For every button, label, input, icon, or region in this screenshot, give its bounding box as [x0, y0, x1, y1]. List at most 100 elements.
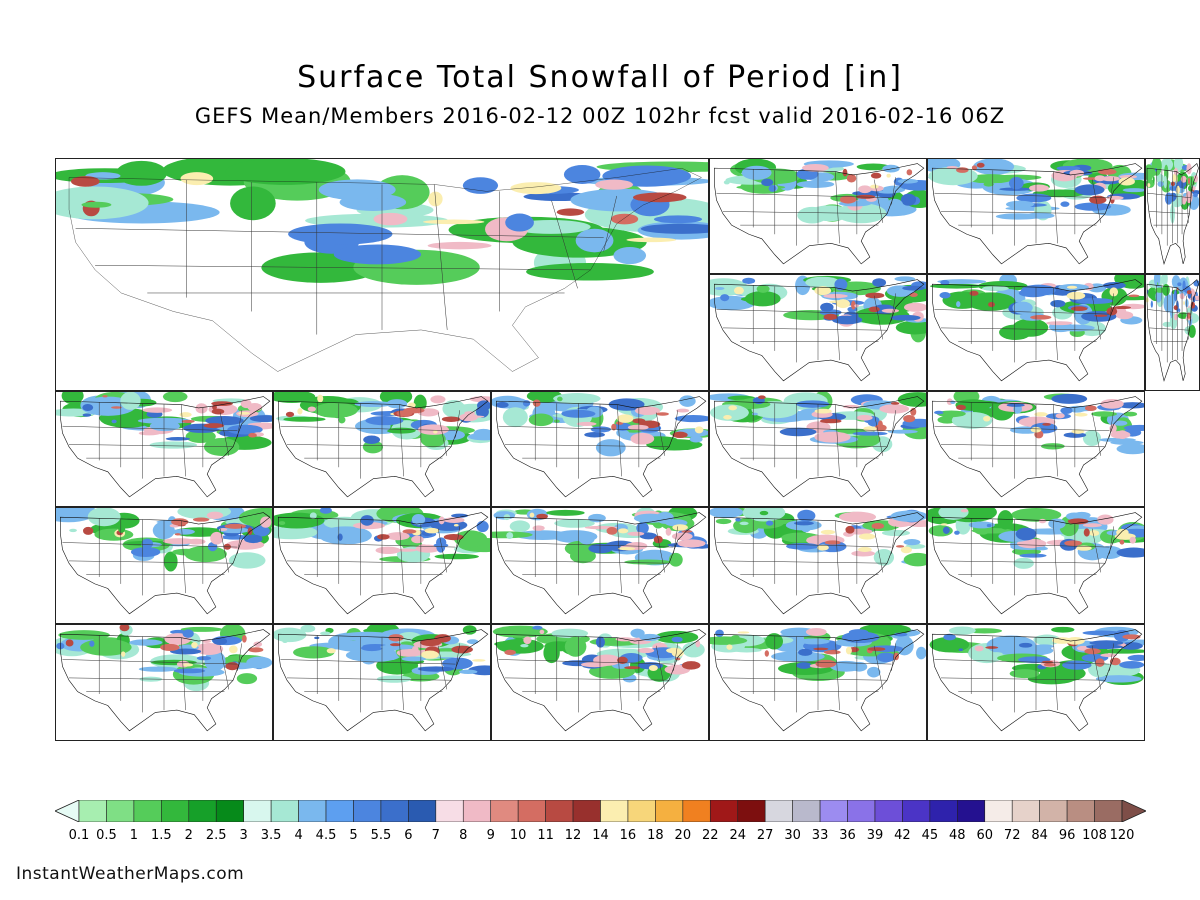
colorbar-tick-label: 14 — [592, 828, 609, 843]
colorbar-segment — [1066, 800, 1095, 822]
colorbar-segment — [627, 800, 656, 822]
colorbar-tick-label: 20 — [674, 828, 692, 843]
colorbar-tick-label: 3 — [239, 828, 248, 843]
colorbar-tick-label: 3.5 — [260, 828, 282, 843]
colorbar-segment — [682, 800, 711, 822]
colorbar-segment — [709, 800, 739, 822]
colorbar-segment — [353, 800, 382, 822]
colorbar-tick-label: 4.5 — [315, 828, 337, 843]
colorbar-tick-label: 36 — [839, 828, 856, 843]
colorbar-segment — [243, 800, 272, 822]
colorbar-tick-label: 48 — [949, 828, 966, 843]
colorbar-tick-label: 7 — [431, 828, 440, 843]
colorbar-tick-label: 60 — [976, 828, 994, 843]
chart-subtitle: GEFS Mean/Members 2016-02-12 00Z 102hr f… — [194, 104, 1006, 128]
colorbar-segment — [764, 800, 793, 822]
ensemble-member-map — [927, 274, 1145, 391]
colorbar-segment — [1011, 800, 1040, 822]
ensemble-mean-map — [55, 158, 709, 391]
colorbar-tick-label: 8 — [459, 828, 468, 843]
colorbar-segment — [325, 800, 354, 822]
colorbar-tick-label: 18 — [647, 828, 664, 843]
colorbar-segment — [188, 800, 217, 822]
ensemble-member-map — [1145, 274, 1200, 391]
colorbar-tick-label: 120 — [1109, 828, 1135, 843]
colorbar-segment — [572, 800, 601, 822]
colorbar-tick-label: 5 — [349, 828, 358, 843]
colorbar-tick-label: 84 — [1031, 828, 1048, 843]
colorbar-tick-label: 9 — [486, 828, 495, 843]
ensemble-member-map — [927, 158, 1145, 274]
colorbar-segment — [161, 800, 190, 822]
colorbar-tick-label: 45 — [921, 828, 939, 843]
colorbar-segment — [819, 800, 848, 822]
ensemble-member-map — [273, 507, 491, 624]
ensemble-member-map — [709, 158, 927, 274]
ensemble-member-map — [491, 391, 709, 507]
colorbar-tick-label: 2 — [184, 828, 193, 843]
colorbar-tick-label: 1 — [129, 828, 139, 843]
ensemble-member-map — [55, 507, 273, 624]
colorbar-tick-label: 6 — [404, 828, 413, 843]
colorbar-tick-label: 33 — [811, 828, 829, 843]
colorbar-segment — [270, 800, 299, 822]
colorbar-tick-label: 108 — [1082, 828, 1107, 843]
colorbar-segment — [957, 800, 986, 822]
colorbar-max-arrow — [1121, 800, 1146, 822]
colorbar-segment — [298, 800, 327, 822]
colorbar-segment — [792, 800, 821, 822]
colorbar-segment — [380, 800, 409, 822]
colorbar-tick-label: 5.5 — [370, 828, 392, 843]
colorbar-segment — [490, 800, 519, 822]
colorbar-tick-label: 72 — [1003, 828, 1021, 843]
ensemble-member-map — [1145, 158, 1200, 274]
colorbar-segment — [106, 800, 135, 822]
colorbar-tick-label: 2.5 — [205, 828, 227, 843]
colorbar-tick-label: 24 — [729, 828, 747, 843]
colorbar-tick-label: 30 — [784, 828, 801, 843]
ensemble-member-map — [709, 274, 927, 391]
ensemble-member-map — [491, 507, 709, 624]
map-panel-grid — [55, 158, 1200, 741]
ensemble-member-map — [491, 624, 709, 741]
colorbar-tick-label: 10 — [509, 828, 527, 843]
colorbar-tick-label: 16 — [619, 828, 637, 843]
colorbar-segment — [1039, 800, 1068, 822]
colorbar-tick-label: 96 — [1058, 828, 1076, 843]
credit-text: InstantWeatherMaps.com — [16, 864, 245, 884]
chart-title: Surface Total Snowfall of Period [in] — [297, 60, 903, 95]
colorbar-tick-label: 27 — [756, 828, 774, 843]
colorbar-segment — [78, 800, 107, 822]
colorbar-tick-label: 11 — [537, 828, 554, 843]
colorbar-segment — [408, 800, 437, 822]
ensemble-member-map — [709, 624, 927, 741]
ensemble-member-map — [55, 624, 273, 741]
colorbar-segment — [215, 800, 244, 822]
colorbar-tick-label: 22 — [702, 828, 719, 843]
colorbar-segment — [545, 800, 574, 822]
colorbar-segment — [462, 800, 492, 822]
ensemble-member-map — [55, 391, 273, 507]
colorbar-segment — [435, 800, 464, 822]
colorbar-tick-label: 4 — [294, 828, 303, 843]
ensemble-member-map — [709, 391, 927, 507]
colorbar-tick-label: 1.5 — [150, 828, 172, 843]
colorbar-segment — [847, 800, 876, 822]
colorbar-tick-label: 0.1 — [68, 828, 90, 843]
colorbar-segment — [902, 800, 931, 822]
colorbar-segment — [600, 800, 629, 822]
colorbar-segment — [929, 800, 958, 822]
colorbar-segment — [133, 800, 162, 822]
colorbar-segment — [655, 800, 684, 822]
colorbar-segment — [984, 800, 1013, 822]
ensemble-member-map — [927, 391, 1145, 507]
colorbar-tick-label: 42 — [894, 828, 911, 843]
ensemble-member-map — [273, 391, 491, 507]
colorbar-segment — [737, 800, 766, 822]
colorbar-segment — [517, 800, 546, 822]
colorbar-tick-label: 0.5 — [96, 828, 117, 843]
ensemble-member-map — [927, 624, 1145, 741]
colorbar-segment — [874, 800, 903, 822]
colorbar-min-arrow — [55, 800, 80, 822]
colorbar-labels: 0.1 0.5 1 1.5 2 2.5 3 3.5 4 4.5 5 5.5 6 7 8 9 10 11 12 14 16… — [0, 828, 1200, 848]
